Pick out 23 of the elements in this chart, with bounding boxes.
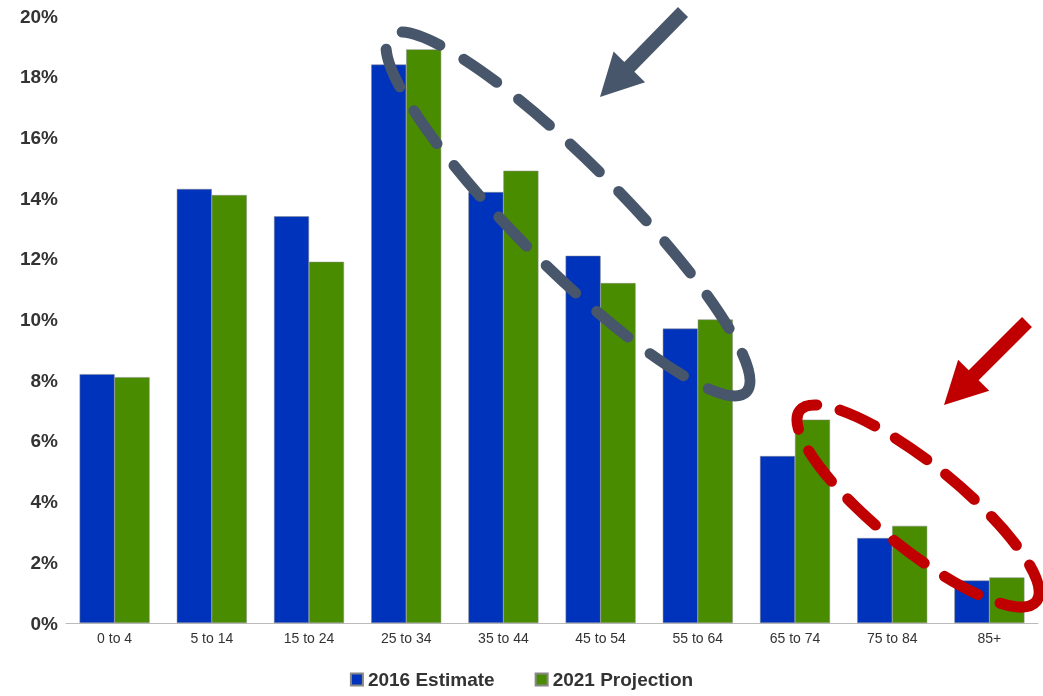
x-tick-label: 15 to 24	[283, 630, 335, 646]
y-tick-label: 4%	[30, 491, 59, 513]
y-tick-label: 0%	[30, 612, 59, 634]
x-tick-label: 55 to 64	[672, 630, 724, 646]
x-tick-label: 85+	[977, 630, 1002, 646]
y-tick-label: 2%	[30, 551, 59, 573]
x-tick-label: 75 to 84	[866, 630, 918, 646]
y-tick-label: 6%	[30, 430, 59, 452]
x-tick-label: 65 to 74	[769, 630, 821, 646]
y-tick-label: 20%	[19, 5, 59, 27]
x-tick-label: 0 to 4	[97, 630, 133, 646]
y-tick-label: 14%	[19, 187, 59, 209]
y-tick-label: 10%	[19, 309, 59, 330]
x-tick-label: 35 to 44	[478, 630, 529, 646]
x-tick-label: 5 to 14	[190, 630, 234, 646]
x-tick-label: 45 to 54	[575, 630, 627, 646]
y-tick-label: 8%	[30, 369, 59, 391]
y-tick-label: 12%	[19, 248, 59, 270]
legend-label: 2016 Estimate	[367, 669, 495, 690]
legend-label: 2021 Projection	[552, 669, 694, 690]
x-tick-label: 25 to 34	[380, 630, 432, 646]
y-tick-label: 16%	[19, 126, 59, 148]
y-tick-label: 18%	[19, 66, 59, 88]
